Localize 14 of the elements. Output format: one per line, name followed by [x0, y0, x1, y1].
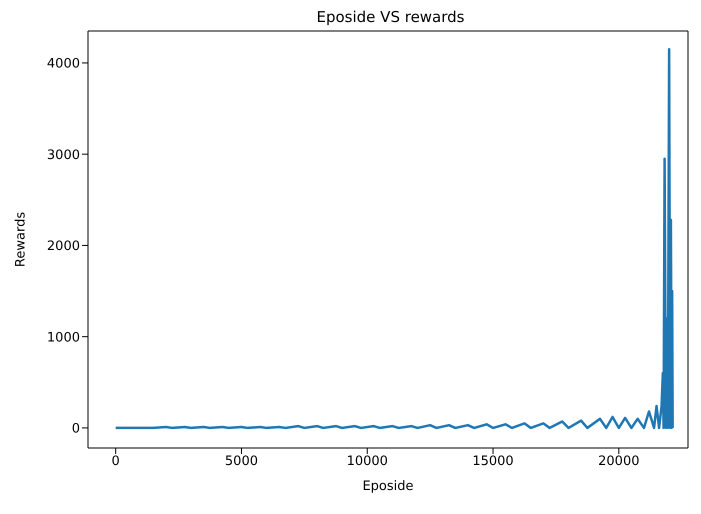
y-tick-label: 2000	[46, 239, 80, 254]
x-tick-label: 0	[112, 454, 120, 470]
x-tick-label: 10000	[346, 454, 388, 470]
x-tick-label: 5000	[224, 454, 258, 470]
x-tick-label: 20000	[598, 454, 640, 470]
chart-title: Eposide VS rewards	[316, 8, 466, 26]
x-axis-title: Eposide	[362, 479, 414, 494]
y-axis-title: Rewards	[14, 212, 29, 268]
y-tick-label: 3000	[46, 148, 80, 163]
line-series	[114, 48, 674, 430]
y-tick-label: 1000	[46, 330, 80, 346]
y-tick-label: 4000	[46, 56, 80, 72]
y-tick-label: 0	[72, 422, 80, 437]
x-tick-label: 15000	[472, 454, 514, 470]
